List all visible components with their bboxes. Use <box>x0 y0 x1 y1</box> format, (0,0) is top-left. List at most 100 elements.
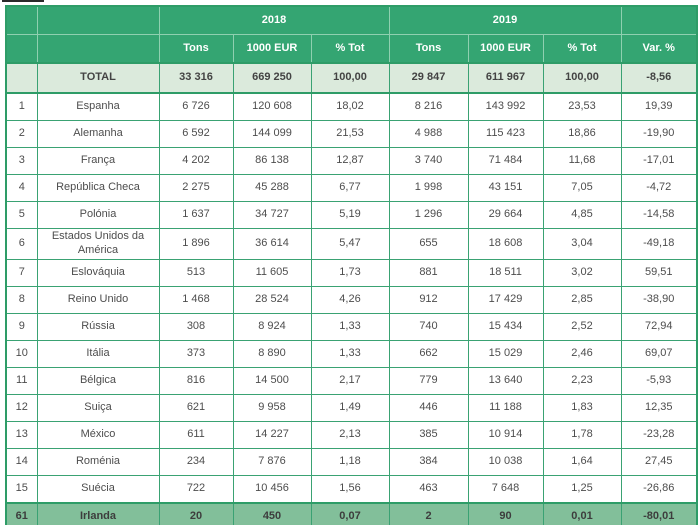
country-cell: Eslováquia <box>36 258 160 287</box>
value-cell: 740 <box>388 312 469 341</box>
value-cell: 45 288 <box>232 174 312 202</box>
value-cell: -80,01 <box>620 501 698 525</box>
value-cell: 4,26 <box>310 285 390 314</box>
value-cell: 18,02 <box>310 92 390 121</box>
value-cell: 1,64 <box>542 447 622 476</box>
value-cell: 912 <box>388 285 469 314</box>
value-cell: -17,01 <box>620 147 698 175</box>
value-cell: 611 967 <box>467 62 544 94</box>
col-header-pct-2019: % Tot <box>542 34 622 64</box>
value-cell: 1,25 <box>542 474 622 503</box>
table-row: 1 Espanha 6 726 120 608 18,02 8 216 143 992 23,… <box>5 92 698 121</box>
country-cell: Roménia <box>36 447 160 476</box>
value-cell: 308 <box>158 312 234 341</box>
table-row: 14 Roménia 234 7 876 1,18 384 10 038 1,64 27,45 <box>5 447 698 476</box>
rank-cell: 12 <box>5 393 38 422</box>
value-cell: 36 614 <box>232 228 312 260</box>
value-cell: 8 216 <box>388 92 469 121</box>
value-cell: 881 <box>388 258 469 287</box>
value-cell: 4 988 <box>388 120 469 148</box>
value-cell: -49,18 <box>620 228 698 260</box>
col-header-eur-2018: 1000 EUR <box>232 34 312 64</box>
value-cell: 86 138 <box>232 147 312 175</box>
value-cell: 6 726 <box>158 92 234 121</box>
value-cell: 29 847 <box>388 62 469 94</box>
value-cell: 1 896 <box>158 228 234 260</box>
value-cell: 0,01 <box>542 501 622 525</box>
value-cell: 1,33 <box>310 339 390 368</box>
rank-cell: 6 <box>5 228 38 260</box>
value-cell: 72,94 <box>620 312 698 341</box>
value-cell: 69,07 <box>620 339 698 368</box>
value-cell: 14 227 <box>232 420 312 449</box>
value-cell: 90 <box>467 501 544 525</box>
value-cell: 450 <box>232 501 312 525</box>
value-cell: 1,73 <box>310 258 390 287</box>
value-cell: 144 099 <box>232 120 312 148</box>
value-cell: 43 151 <box>467 174 544 202</box>
rank-cell: 5 <box>5 201 38 229</box>
value-cell: 8 890 <box>232 339 312 368</box>
value-cell: 7 876 <box>232 447 312 476</box>
value-cell: 4 202 <box>158 147 234 175</box>
value-cell: -14,58 <box>620 201 698 229</box>
value-cell: 513 <box>158 258 234 287</box>
rank-cell: 61 <box>5 501 38 525</box>
value-cell: 779 <box>388 366 469 395</box>
corner-country-cell <box>36 5 160 35</box>
value-cell: -23,28 <box>620 420 698 449</box>
value-cell: 20 <box>158 501 234 525</box>
corner-var-cell <box>620 5 698 35</box>
cropped-content-artifact <box>2 0 44 2</box>
country-cell: Suiça <box>36 393 160 422</box>
value-cell: 11,68 <box>542 147 622 175</box>
country-cell: Estados Unidos da América <box>36 228 160 260</box>
table-row: 5 Polónia 1 637 34 727 5,19 1 296 29 664 4,85 -1… <box>5 201 698 229</box>
table-row: 10 Itália 373 8 890 1,33 662 15 029 2,46 69,07 <box>5 339 698 368</box>
value-cell: 2,52 <box>542 312 622 341</box>
value-cell: 10 038 <box>467 447 544 476</box>
value-cell: 143 992 <box>467 92 544 121</box>
value-cell: 3,04 <box>542 228 622 260</box>
value-cell: 19,39 <box>620 92 698 121</box>
rank-cell: 8 <box>5 285 38 314</box>
value-cell: 1 637 <box>158 201 234 229</box>
table-row: 12 Suiça 621 9 958 1,49 446 11 188 1,83 12,35 <box>5 393 698 422</box>
total-label: TOTAL <box>36 62 160 94</box>
value-cell: -26,86 <box>620 474 698 503</box>
value-cell: 2,13 <box>310 420 390 449</box>
value-cell: 15 434 <box>467 312 544 341</box>
col-header-tons-2019: Tons <box>388 34 469 64</box>
table-row: 7 Eslováquia 513 11 605 1,73 881 18 511 3,02 59,… <box>5 258 698 287</box>
value-cell: 1,83 <box>542 393 622 422</box>
value-cell: 10 914 <box>467 420 544 449</box>
value-cell: 10 456 <box>232 474 312 503</box>
rank-cell: 9 <box>5 312 38 341</box>
value-cell: 71 484 <box>467 147 544 175</box>
rank-cell: 1 <box>5 92 38 121</box>
value-cell: 6,77 <box>310 174 390 202</box>
value-cell: 1,49 <box>310 393 390 422</box>
value-cell: 27,45 <box>620 447 698 476</box>
value-cell: -4,72 <box>620 174 698 202</box>
table-row: 9 Rússia 308 8 924 1,33 740 15 434 2,52 72,94 <box>5 312 698 341</box>
rank-cell: 14 <box>5 447 38 476</box>
rank-cell: 11 <box>5 366 38 395</box>
value-cell: 34 727 <box>232 201 312 229</box>
value-cell: 120 608 <box>232 92 312 121</box>
value-cell: 12,87 <box>310 147 390 175</box>
value-cell: 3,02 <box>542 258 622 287</box>
value-cell: 8 924 <box>232 312 312 341</box>
table-header: 2018 2019 Tons 1000 EUR % Tot Tons 1000 … <box>5 5 698 64</box>
table-row: 11 Bélgica 816 14 500 2,17 779 13 640 2,23 -5,93 <box>5 366 698 395</box>
country-cell: Reino Unido <box>36 285 160 314</box>
value-cell: 1 296 <box>388 201 469 229</box>
value-cell: 11 188 <box>467 393 544 422</box>
value-cell: 6 592 <box>158 120 234 148</box>
table-body: TOTAL 33 316 669 250 100,00 29 847 611 9… <box>5 62 698 525</box>
value-cell: 100,00 <box>542 62 622 94</box>
value-cell: 7,05 <box>542 174 622 202</box>
year-header-row: 2018 2019 <box>5 5 698 35</box>
rank-cell: 7 <box>5 258 38 287</box>
value-cell: 115 423 <box>467 120 544 148</box>
